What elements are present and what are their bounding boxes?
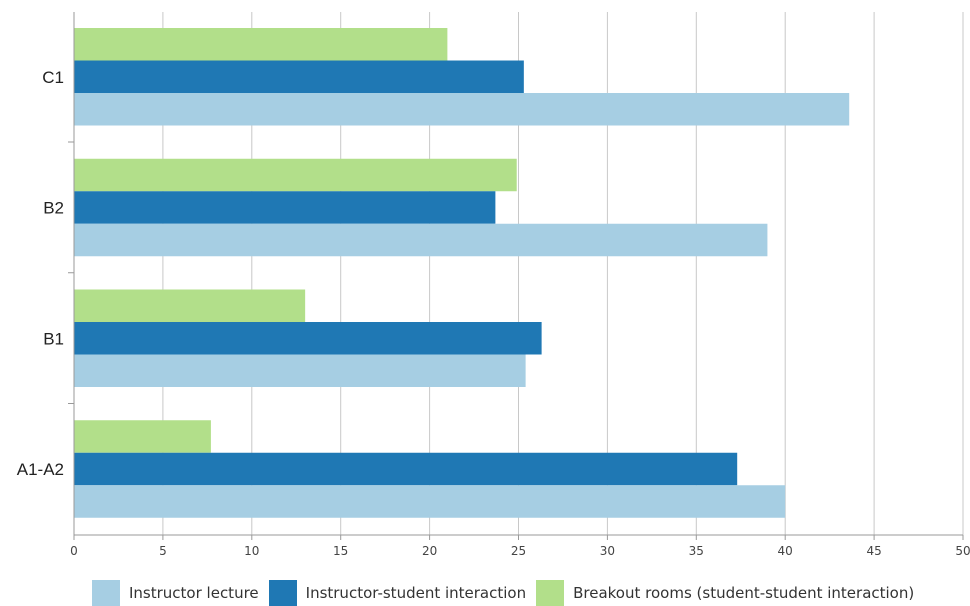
legend-label: Instructor-student interaction (305, 584, 527, 602)
x-tick-label: 25 (511, 544, 526, 558)
y-tick-label: B1 (43, 329, 64, 348)
bar (74, 60, 524, 93)
legend-item-instructor-student-interaction: Instructor-student interaction (268, 580, 527, 606)
bars (74, 28, 850, 518)
y-tick-label: A1-A2 (17, 460, 64, 479)
legend-item-breakout-rooms: Breakout rooms (student-student interact… (536, 580, 914, 606)
legend-item-instructor-lecture: Instructor lecture (92, 580, 259, 606)
bar (74, 354, 526, 387)
bar (74, 93, 850, 126)
y-tick-label: C1 (42, 68, 64, 87)
bar-chart: 0 5 10 15 20 25 30 35 40 45 50 C1 B2 B1 A1-A2 (17, 12, 970, 558)
bar (74, 223, 768, 257)
legend-label: Breakout rooms (student-student interact… (573, 584, 915, 602)
legend-swatch (268, 580, 297, 606)
x-tick-label: 20 (422, 544, 437, 558)
legend-swatch (92, 580, 120, 606)
bar (74, 289, 306, 322)
x-tick-label: 0 (70, 544, 78, 558)
legend: Instructor lecture Instructor-student in… (92, 580, 924, 606)
x-tick-label: 30 (600, 544, 615, 558)
x-tick-label: 40 (778, 544, 793, 558)
x-tick-label: 15 (333, 544, 348, 558)
axes: 0 5 10 15 20 25 30 35 40 45 50 C1 B2 B1 A1-A2 (17, 12, 970, 558)
legend-swatch (536, 580, 565, 606)
bar (74, 485, 786, 518)
x-tick-label: 45 (866, 544, 881, 558)
x-tick-label: 10 (244, 544, 259, 558)
bar (74, 158, 517, 192)
bar (74, 420, 211, 453)
x-tick-label: 50 (955, 544, 970, 558)
x-tick-label: 35 (689, 544, 704, 558)
bar (74, 28, 448, 61)
y-tick-label: B2 (43, 199, 64, 218)
bar (74, 322, 542, 355)
legend-label: Instructor lecture (129, 584, 259, 602)
bar (74, 191, 496, 224)
bar (74, 452, 738, 486)
x-tick-label: 5 (159, 544, 167, 558)
